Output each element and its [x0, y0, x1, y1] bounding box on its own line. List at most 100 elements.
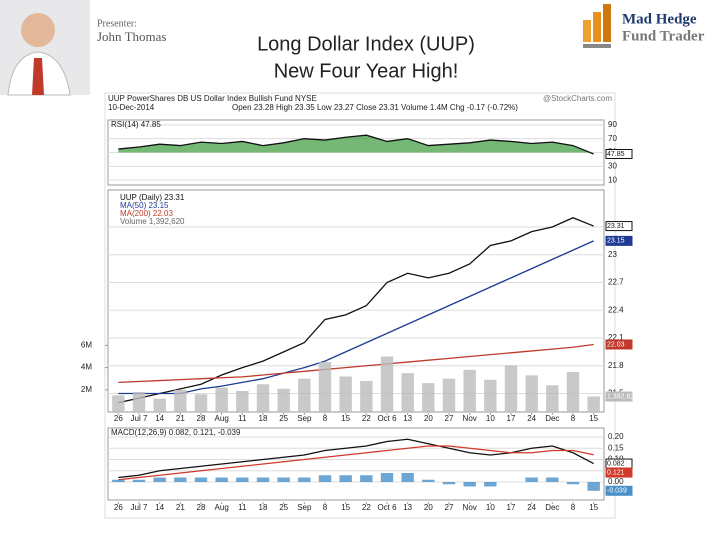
x-tick-label: 13: [403, 414, 412, 423]
x-tick-label: 8: [571, 414, 576, 423]
x-tick-label: 18: [259, 503, 268, 512]
x-tick-label: 25: [279, 414, 288, 423]
y-tick-label: 22.4: [608, 305, 624, 314]
x-tick-label: 24: [527, 414, 536, 423]
x-tick-label: Oct 6: [377, 503, 397, 512]
bar: [566, 482, 580, 485]
panel-title: RSI(14) 47.85: [111, 120, 161, 129]
y-tick-label: 30: [608, 161, 617, 170]
y-tick-label: 0.20: [608, 432, 624, 441]
x-tick-label: Nov: [463, 414, 477, 423]
legend-entry: MA(200) 22.03: [120, 209, 173, 218]
end-label: 22.03: [607, 341, 625, 348]
chart-source: @StockCharts.com: [543, 94, 612, 103]
bar: [360, 380, 373, 412]
x-tick-label: 10: [486, 503, 495, 512]
x-tick-label: 14: [155, 414, 164, 423]
bar: [380, 356, 394, 412]
y-tick-label: 90: [608, 120, 617, 129]
bar: [298, 378, 311, 412]
logo-icon: [583, 4, 611, 48]
bar: [339, 376, 352, 412]
bar: [442, 378, 456, 412]
series-line: [118, 217, 594, 404]
x-tick-label: Jul 7: [131, 503, 148, 512]
end-label-box: [605, 235, 633, 246]
x-tick-label: 8: [323, 503, 328, 512]
panel-title: MACD(12,26,9) 0.082, 0.121, -0.039: [111, 428, 241, 437]
y-tick-label: 22.7: [608, 278, 624, 287]
chart-frame: [104, 92, 616, 519]
bar: [463, 369, 476, 412]
y2-tick-label: 2M: [81, 385, 92, 394]
presenter-label: Presenter:: [97, 18, 137, 29]
end-label-box: [605, 391, 633, 402]
x-tick-label: 26: [114, 414, 123, 423]
x-tick-label: 21: [176, 503, 185, 512]
x-tick-label: 25: [279, 503, 288, 512]
x-tick-label: Jul 7: [131, 414, 148, 423]
x-tick-label: 26: [114, 503, 123, 512]
bar: [236, 390, 249, 412]
bar: [546, 385, 559, 412]
y-tick-label: 10: [608, 175, 617, 184]
x-tick-label: 27: [445, 414, 454, 423]
bar: [566, 372, 580, 412]
x-tick-label: Oct 6: [377, 414, 397, 423]
bar: [132, 479, 146, 482]
bar: [401, 373, 414, 412]
bar: [504, 365, 518, 412]
x-tick-label: 17: [507, 503, 516, 512]
bar: [587, 482, 600, 491]
bar: [277, 477, 290, 482]
slide-title: New Four Year High!: [274, 60, 459, 82]
end-label: 0.082: [607, 460, 625, 467]
end-label: 47.85: [607, 151, 625, 158]
presenter-face: [21, 13, 55, 47]
end-label-box: [605, 467, 633, 478]
x-tick-label: 24: [527, 503, 536, 512]
slide-title: Long Dollar Index (UUP): [257, 33, 475, 55]
bar: [360, 475, 373, 482]
bar: [298, 477, 311, 482]
x-tick-label: 13: [403, 503, 412, 512]
bar: [525, 477, 538, 482]
bar: [525, 375, 538, 412]
y-tick-label: 21.8: [608, 361, 624, 370]
presenter-tie: [32, 58, 44, 95]
bar: [132, 392, 146, 412]
bar: [256, 384, 270, 412]
end-label-box: [605, 485, 633, 496]
series-line: [118, 343, 594, 384]
x-tick-label: 28: [197, 503, 206, 512]
x-tick-label: 14: [155, 503, 164, 512]
x-tick-label: 28: [197, 414, 206, 423]
x-tick-label: 20: [424, 503, 433, 512]
x-tick-label: Dec: [545, 503, 559, 512]
bar: [256, 477, 270, 482]
x-tick-label: 8: [323, 414, 328, 423]
x-tick-label: 11: [238, 503, 247, 512]
presenter-name: John Thomas: [97, 29, 166, 44]
bar: [215, 387, 228, 412]
end-label: 1,392,620: [607, 393, 638, 400]
chart-date: 10-Dec-2014: [108, 103, 155, 112]
bar: [277, 388, 290, 412]
end-label: -0.039: [607, 488, 627, 495]
x-tick-label: 22: [362, 503, 371, 512]
bar: [318, 475, 332, 482]
y2-tick-label: 6M: [81, 341, 92, 350]
x-tick-label: 17: [507, 414, 516, 423]
x-tick-label: Dec: [545, 414, 559, 423]
y-tick-label: 0.00: [608, 477, 624, 486]
end-label: 23.15: [607, 238, 625, 245]
panel: [107, 189, 605, 413]
bar: [236, 477, 249, 482]
x-tick-label: 8: [571, 503, 576, 512]
x-tick-label: 21: [176, 414, 185, 423]
bar: [380, 473, 394, 482]
x-tick-label: Aug: [215, 503, 229, 512]
bar: [463, 482, 476, 487]
bar: [484, 379, 497, 412]
